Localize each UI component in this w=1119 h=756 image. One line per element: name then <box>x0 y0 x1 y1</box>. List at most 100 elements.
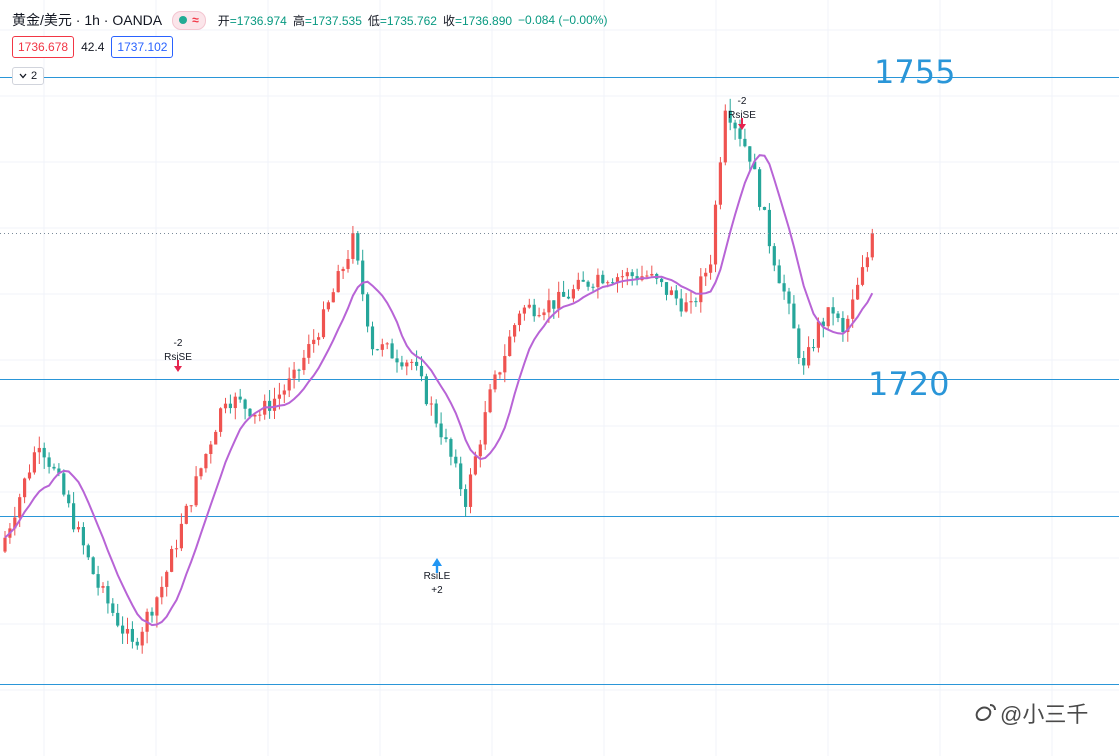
candle-body <box>214 431 218 445</box>
candle-body <box>91 557 95 575</box>
candle-body <box>346 258 350 269</box>
candle-body <box>312 339 316 345</box>
candle-body <box>111 603 115 613</box>
candle-body <box>27 472 32 479</box>
candle-body <box>13 517 17 529</box>
candle-body <box>405 362 409 367</box>
candle-body <box>777 265 781 284</box>
candle-body <box>233 396 237 409</box>
candle-body <box>326 302 330 310</box>
candle-body <box>782 283 786 292</box>
candle-body <box>385 343 389 345</box>
candle-body <box>179 523 183 549</box>
candle-body <box>248 408 252 417</box>
candle-body <box>121 625 125 634</box>
candle-body <box>155 597 159 616</box>
candle-body <box>508 336 512 357</box>
ohlc-close-label: 收 <box>442 13 455 28</box>
candle-body <box>454 456 458 464</box>
candle-body <box>856 284 860 300</box>
candle-body <box>356 233 360 261</box>
candle-body <box>238 396 242 400</box>
signal-label: +2 <box>431 585 443 596</box>
candle-body <box>635 276 639 281</box>
candle-body <box>336 271 340 293</box>
candle-body <box>816 321 820 348</box>
signal-label: -2 <box>174 338 183 349</box>
candle-body <box>615 277 620 283</box>
candle-body <box>321 309 326 338</box>
ohlc-low-value: =1735.762 <box>379 13 437 28</box>
candle-body <box>821 321 825 327</box>
candle-body <box>836 313 840 318</box>
candle-body <box>204 454 208 469</box>
candle-body <box>366 294 370 327</box>
candle-body <box>282 390 286 395</box>
candle-body <box>3 537 7 552</box>
candle-body <box>478 444 482 457</box>
candle-body <box>125 628 130 634</box>
symbol-title[interactable]: 黄金/美元 · 1h · OANDA <box>12 12 163 28</box>
candle-body <box>199 468 203 477</box>
candle-body <box>664 282 669 295</box>
buy-arrow-icon <box>432 558 442 573</box>
candle-body <box>253 414 257 417</box>
candle-body <box>581 279 585 282</box>
candle-body <box>733 122 737 129</box>
candle-body <box>395 358 399 363</box>
candle-body <box>380 344 384 350</box>
candlestick-series <box>3 98 874 654</box>
indicators-toggle-button[interactable]: 2 <box>12 67 44 85</box>
candle-body <box>287 378 291 391</box>
candle-body <box>865 257 869 268</box>
candle-body <box>566 296 571 299</box>
candle-body <box>689 301 693 303</box>
candle-body <box>542 312 546 316</box>
candle-body <box>552 300 556 309</box>
candle-body <box>787 291 791 304</box>
candle-body <box>630 272 634 277</box>
candle-body <box>400 362 404 367</box>
candle-body <box>170 548 174 572</box>
candle-body <box>669 290 673 295</box>
candle-body <box>537 315 541 317</box>
candle-body <box>429 403 433 405</box>
horizontal-lines[interactable] <box>0 77 1119 685</box>
sell-price-button[interactable]: 1736.678 <box>12 35 75 58</box>
candle-body <box>219 408 223 432</box>
ohlc-open-label: 开 <box>217 13 230 28</box>
market-status-badge[interactable]: ≈ <box>172 10 206 30</box>
level-label-lower: 1720 <box>868 365 950 403</box>
candle-body <box>807 347 811 366</box>
candle-body <box>620 276 624 278</box>
candle-body <box>223 403 228 409</box>
candle-body <box>723 110 727 163</box>
signal-label: RsiSE <box>728 110 756 121</box>
candle-body <box>758 169 762 207</box>
candle-body <box>547 300 551 313</box>
candle-body <box>802 357 806 366</box>
candle-body <box>522 307 526 314</box>
candle-body <box>23 478 27 498</box>
candle-body <box>390 343 394 359</box>
candle-body <box>596 274 600 288</box>
candle-body <box>650 273 654 276</box>
candle-body <box>851 299 855 319</box>
level-label-upper: 1755 <box>874 53 956 91</box>
candle-body <box>728 110 732 123</box>
candle-body <box>106 586 110 604</box>
candle-body <box>72 503 76 530</box>
wave-icon: ≈ <box>192 13 199 27</box>
signal-rsise-2: -2 RsiSE <box>728 96 756 130</box>
candle-body <box>243 399 247 409</box>
candle-body <box>370 326 375 350</box>
candle-body <box>532 304 536 317</box>
candle-body <box>753 161 757 170</box>
candle-body <box>375 349 379 351</box>
candle-body <box>165 571 169 587</box>
watermark: @小三千 <box>973 697 1088 729</box>
buy-price-button[interactable]: 1737.102 <box>111 35 174 58</box>
candle-body <box>483 412 487 445</box>
